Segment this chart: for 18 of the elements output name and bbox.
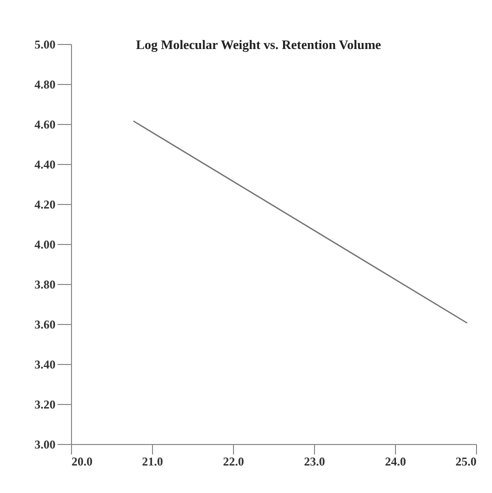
y-tick-label: 4.80 [34,78,56,92]
y-tick-label: 3.20 [34,398,56,412]
y-tick-label: 3.00 [34,438,56,452]
y-tick-label: 4.60 [34,118,56,132]
x-tick-label: 23.0 [304,454,325,468]
chart-title: Log Molecular Weight vs. Retention Volume [136,37,382,52]
x-tick-label: 20.0 [72,454,92,468]
x-tick-label: 24.0 [385,454,406,468]
y-tick-label: 4.00 [34,238,56,252]
y-tick-label: 4.40 [34,158,56,172]
y-tick-label: 3.60 [34,318,56,332]
y-tick-label: 5.00 [34,38,56,52]
x-tick-label: 22.0 [223,454,244,468]
y-tick-label: 4.20 [34,198,56,212]
x-tick-label: 25.0 [456,454,476,468]
y-tick-label: 3.40 [34,358,56,372]
y-tick-label: 3.80 [34,278,56,292]
x-tick-label: 21.0 [142,454,163,468]
